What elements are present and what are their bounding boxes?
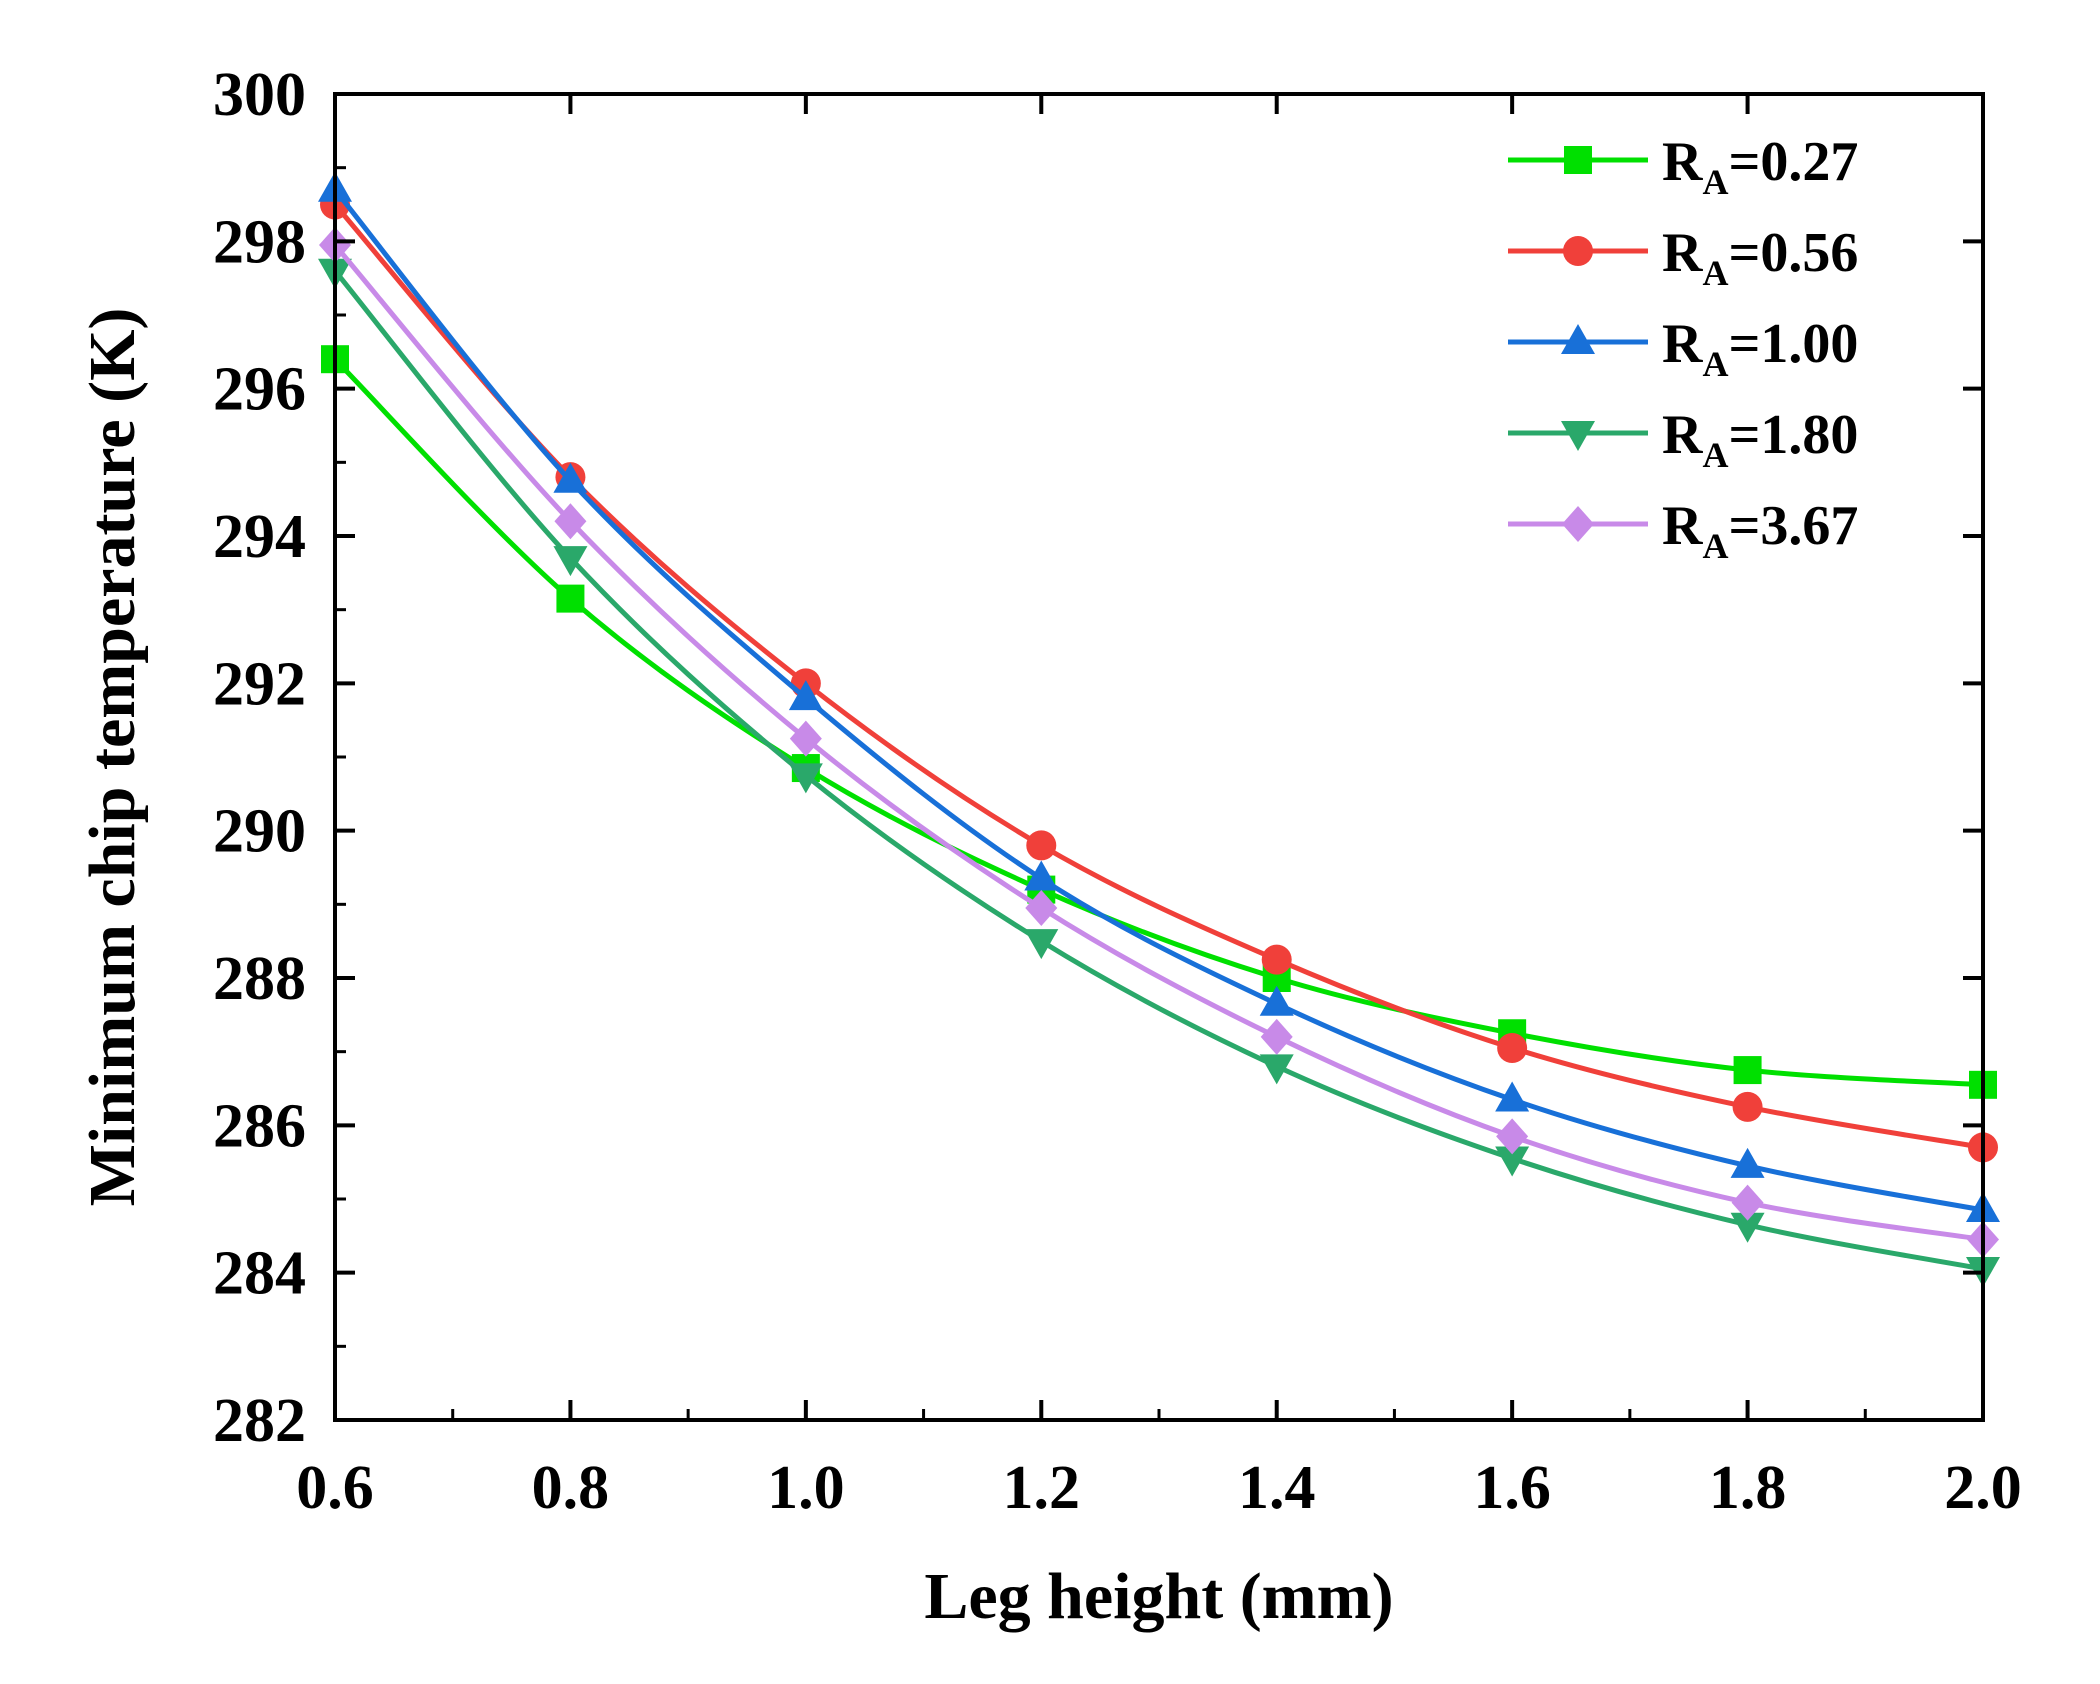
legend-marker bbox=[1563, 236, 1593, 266]
data-point bbox=[1259, 985, 1294, 1016]
legend-label-sub: A bbox=[1702, 253, 1728, 293]
legend-label: RA=0.56 bbox=[1662, 222, 1858, 293]
x-axis-title: Leg height (mm) bbox=[924, 1560, 1393, 1633]
data-point bbox=[554, 503, 587, 540]
y-tick-label: 300 bbox=[213, 61, 306, 129]
data-point bbox=[788, 763, 823, 794]
legend-label-value: =1.80 bbox=[1728, 404, 1858, 466]
y-tick-label: 284 bbox=[213, 1240, 306, 1308]
x-tick-label: 1.6 bbox=[1473, 1454, 1551, 1522]
data-point bbox=[789, 720, 822, 757]
y-tick-label: 292 bbox=[213, 650, 306, 718]
legend-label-main: R bbox=[1662, 222, 1703, 284]
y-tick-label: 298 bbox=[213, 208, 306, 276]
y-tick-label: 286 bbox=[213, 1092, 306, 1160]
data-point bbox=[1496, 1118, 1529, 1155]
data-point bbox=[1732, 1091, 1763, 1122]
legend-label-sub: A bbox=[1702, 344, 1728, 384]
y-tick-label: 296 bbox=[213, 356, 306, 424]
x-tick-label: 0.8 bbox=[532, 1454, 610, 1522]
data-point bbox=[1731, 1184, 1764, 1221]
legend-label-sub: A bbox=[1702, 162, 1728, 202]
legend-label-value: =0.27 bbox=[1728, 131, 1858, 193]
data-point bbox=[1495, 1081, 1530, 1112]
data-point bbox=[1733, 1056, 1762, 1085]
data-point bbox=[553, 546, 588, 577]
legend-label-main: R bbox=[1662, 495, 1703, 557]
legend-label: RA=3.67 bbox=[1662, 495, 1858, 566]
data-point bbox=[1497, 1032, 1528, 1063]
legend-label-value: =0.56 bbox=[1728, 222, 1858, 284]
y-tick-label: 294 bbox=[213, 503, 306, 571]
legend-marker bbox=[1562, 506, 1594, 542]
legend-item: RA=1.00 bbox=[1508, 313, 1858, 384]
legend-label-sub: A bbox=[1702, 435, 1728, 475]
legend-item: RA=1.80 bbox=[1508, 404, 1858, 475]
data-point bbox=[788, 680, 823, 711]
legend-item: RA=0.56 bbox=[1508, 222, 1858, 293]
data-point bbox=[1730, 1212, 1765, 1243]
series-line bbox=[333, 243, 1984, 1242]
x-tick-label: 1.4 bbox=[1238, 1454, 1316, 1522]
data-point bbox=[1026, 830, 1057, 861]
y-tick-label: 290 bbox=[213, 798, 306, 866]
legend-label: RA=0.27 bbox=[1662, 131, 1858, 202]
data-point bbox=[1495, 1146, 1530, 1177]
legend-label-main: R bbox=[1662, 131, 1703, 193]
data-point bbox=[1025, 890, 1058, 927]
x-tick-label: 2.0 bbox=[1944, 1454, 2022, 1522]
x-tick-label: 1.2 bbox=[1003, 1454, 1081, 1522]
legend-item: RA=0.27 bbox=[1508, 131, 1858, 202]
x-tick-label: 1.8 bbox=[1709, 1454, 1787, 1522]
legend-label-main: R bbox=[1662, 313, 1703, 375]
data-point bbox=[556, 584, 585, 613]
legend-label-value: =3.67 bbox=[1728, 495, 1858, 557]
data-point bbox=[1730, 1147, 1765, 1178]
data-point bbox=[1261, 944, 1292, 975]
y-tick-label: 282 bbox=[213, 1387, 306, 1455]
data-point bbox=[553, 462, 588, 493]
legend-marker bbox=[1561, 324, 1595, 354]
legend-label-value: =1.00 bbox=[1728, 313, 1858, 375]
legend-marker bbox=[1561, 421, 1595, 451]
data-point bbox=[1024, 860, 1059, 891]
legend-label-sub: A bbox=[1702, 526, 1728, 566]
x-tick-label: 0.6 bbox=[296, 1454, 374, 1522]
data-point bbox=[1260, 1018, 1293, 1055]
y-tick-label: 288 bbox=[213, 945, 306, 1013]
data-point bbox=[1024, 929, 1059, 960]
legend-label: RA=1.00 bbox=[1662, 313, 1858, 384]
legend-label: RA=1.80 bbox=[1662, 404, 1858, 475]
legend-label-main: R bbox=[1662, 404, 1703, 466]
data-point bbox=[1259, 1054, 1294, 1085]
axis-ticks: 0.6 0.8 1.0 1.2 1.4 1.6 1.8 2.0 282 284 286 288 290 2… bbox=[213, 61, 2022, 1522]
x-tick-label: 1.0 bbox=[767, 1454, 845, 1522]
y-axis-title: Minimum chip temperature (K) bbox=[76, 308, 149, 1207]
legend-marker bbox=[1564, 146, 1592, 174]
legend-item: RA=3.67 bbox=[1508, 495, 1858, 566]
